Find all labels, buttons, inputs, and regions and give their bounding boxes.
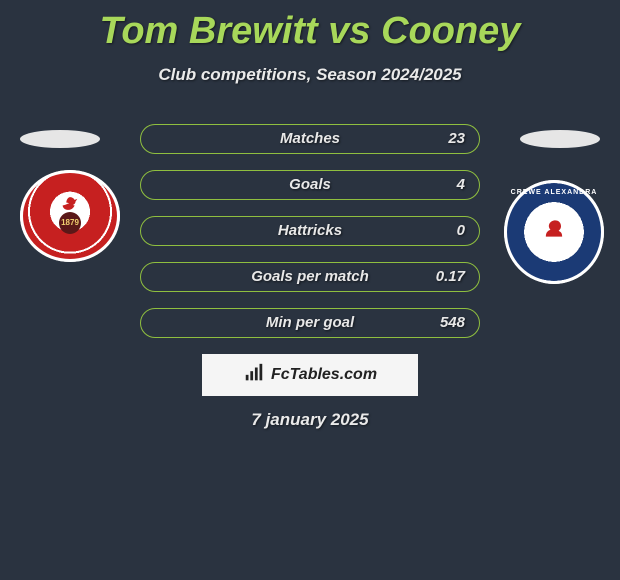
- stat-value: 548: [440, 314, 465, 331]
- stat-label: Matches: [141, 130, 479, 147]
- branding-text: FcTables.com: [271, 366, 377, 384]
- stat-label: Min per goal: [141, 314, 479, 331]
- crewe-crest: CREWE ALEXANDRA: [504, 180, 604, 284]
- stat-value: 4: [457, 176, 465, 193]
- crest-right-ring-text: CREWE ALEXANDRA: [507, 189, 601, 196]
- stat-label: Goals per match: [141, 268, 479, 285]
- swindon-crest: 1879: [20, 170, 120, 262]
- stat-label: Hattricks: [141, 222, 479, 239]
- stat-value: 23: [448, 130, 465, 147]
- crest-right: CREWE ALEXANDRA: [504, 180, 604, 284]
- stat-value: 0: [457, 222, 465, 239]
- page-subtitle: Club competitions, Season 2024/2025: [0, 65, 620, 85]
- crest-left: 1879: [20, 170, 120, 262]
- stat-value: 0.17: [436, 268, 465, 285]
- stat-label: Goals: [141, 176, 479, 193]
- page-date: 7 january 2025: [0, 410, 620, 430]
- player-left-shadow: [20, 130, 100, 148]
- stat-row-hattricks: Hattricks 0: [140, 216, 480, 246]
- stat-row-gpm: Goals per match 0.17: [140, 262, 480, 292]
- stat-row-goals: Goals 4: [140, 170, 480, 200]
- page-title: Tom Brewitt vs Cooney: [0, 0, 620, 53]
- stat-row-mpg: Min per goal 548: [140, 308, 480, 338]
- player-right-shadow: [520, 130, 600, 148]
- stat-row-matches: Matches 23: [140, 124, 480, 154]
- branding-badge: FcTables.com: [202, 354, 418, 396]
- lion-icon: [540, 215, 568, 250]
- crest-left-year: 1879: [59, 212, 81, 234]
- bar-chart-icon: [243, 362, 265, 389]
